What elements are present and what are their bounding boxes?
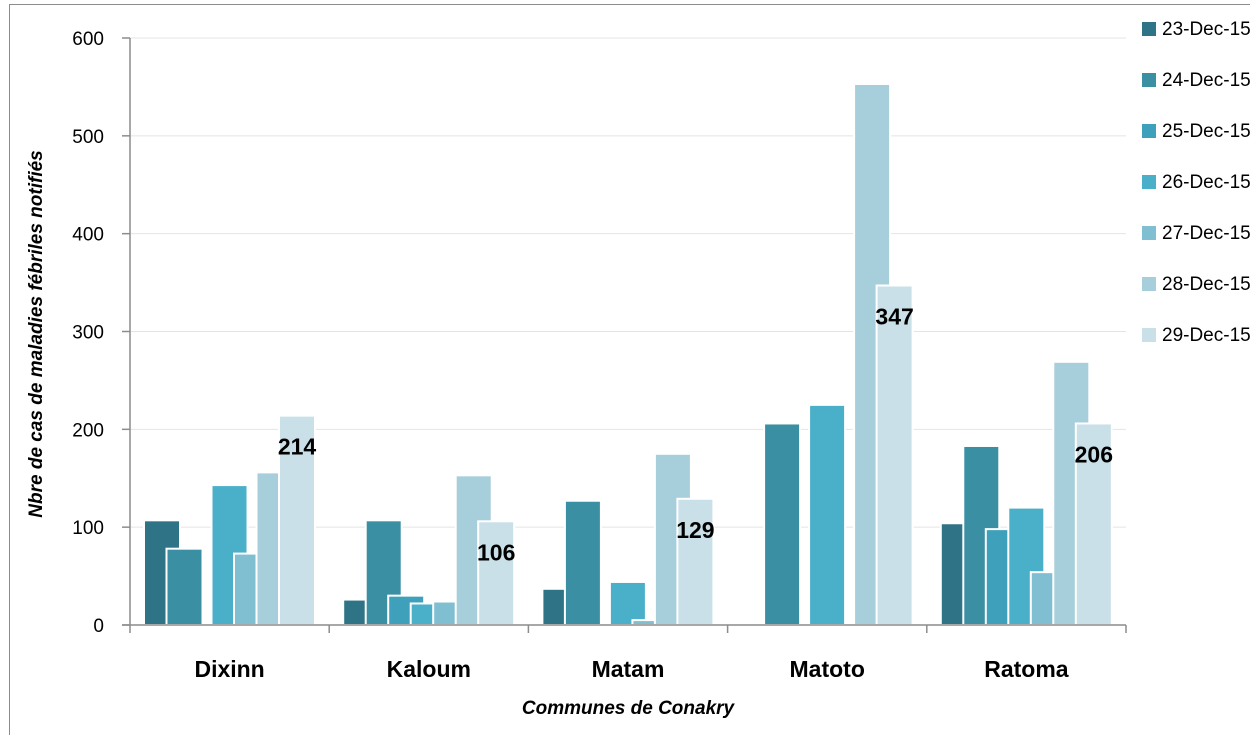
x-category-label: Kaloum [387,656,471,682]
legend-swatch [1142,277,1156,291]
data-label: 106 [477,539,515,565]
y-axis-title: Nbre de cas de maladies fébriles notifié… [26,150,47,517]
y-tick-label: 400 [72,225,104,246]
legend: 23-Dec-15 24-Dec-15 25-Dec-15 26-Dec-15 27-D… [1142,19,1251,346]
legend-swatch [1142,226,1156,240]
legend-label: 23-Dec-15 [1162,19,1251,40]
legend-label: 26-Dec-15 [1162,172,1251,193]
legend-swatch [1142,22,1156,36]
bars [143,82,1113,627]
bar [563,499,602,627]
y-tick-label: 300 [72,323,104,344]
bar [875,284,914,626]
chart-frame [9,4,1250,735]
y-tick-label: 500 [72,127,104,148]
y-tick-label: 100 [72,518,104,539]
bar [808,403,847,626]
gridlines [130,37,1126,528]
x-axis-title: Communes de Conakry [522,698,736,719]
legend-label: 24-Dec-15 [1162,70,1251,91]
axes [122,37,1127,633]
y-tick-label: 200 [72,420,104,441]
bar [165,547,204,626]
data-label: 347 [875,304,913,330]
legend-swatch [1142,175,1156,189]
data-label: 214 [278,434,317,460]
bar [676,497,715,627]
bar [278,414,316,626]
bar [763,422,802,627]
x-category-label: Dixinn [194,656,264,682]
x-category-label: Matoto [790,656,865,682]
legend-swatch [1142,328,1156,342]
bar [608,580,647,626]
data-label: 129 [676,517,714,543]
y-tick-label: 0 [93,616,104,637]
y-tick-label: 600 [72,29,104,50]
legend-swatch [1142,73,1156,87]
labels: 0 100 200 300 400 500 600 Dixinn Kaloum Matam Mato… [72,29,1113,682]
data-label: 206 [1075,441,1113,467]
legend-label: 29-Dec-15 [1162,325,1251,346]
legend-label: 25-Dec-15 [1162,121,1251,142]
bar [477,520,516,627]
bar [1074,422,1113,627]
legend-label: 28-Dec-15 [1162,274,1251,295]
x-category-label: Ratoma [984,656,1069,682]
x-category-label: Matam [592,656,665,682]
legend-swatch [1142,124,1156,138]
legend-label: 27-Dec-15 [1162,223,1251,244]
